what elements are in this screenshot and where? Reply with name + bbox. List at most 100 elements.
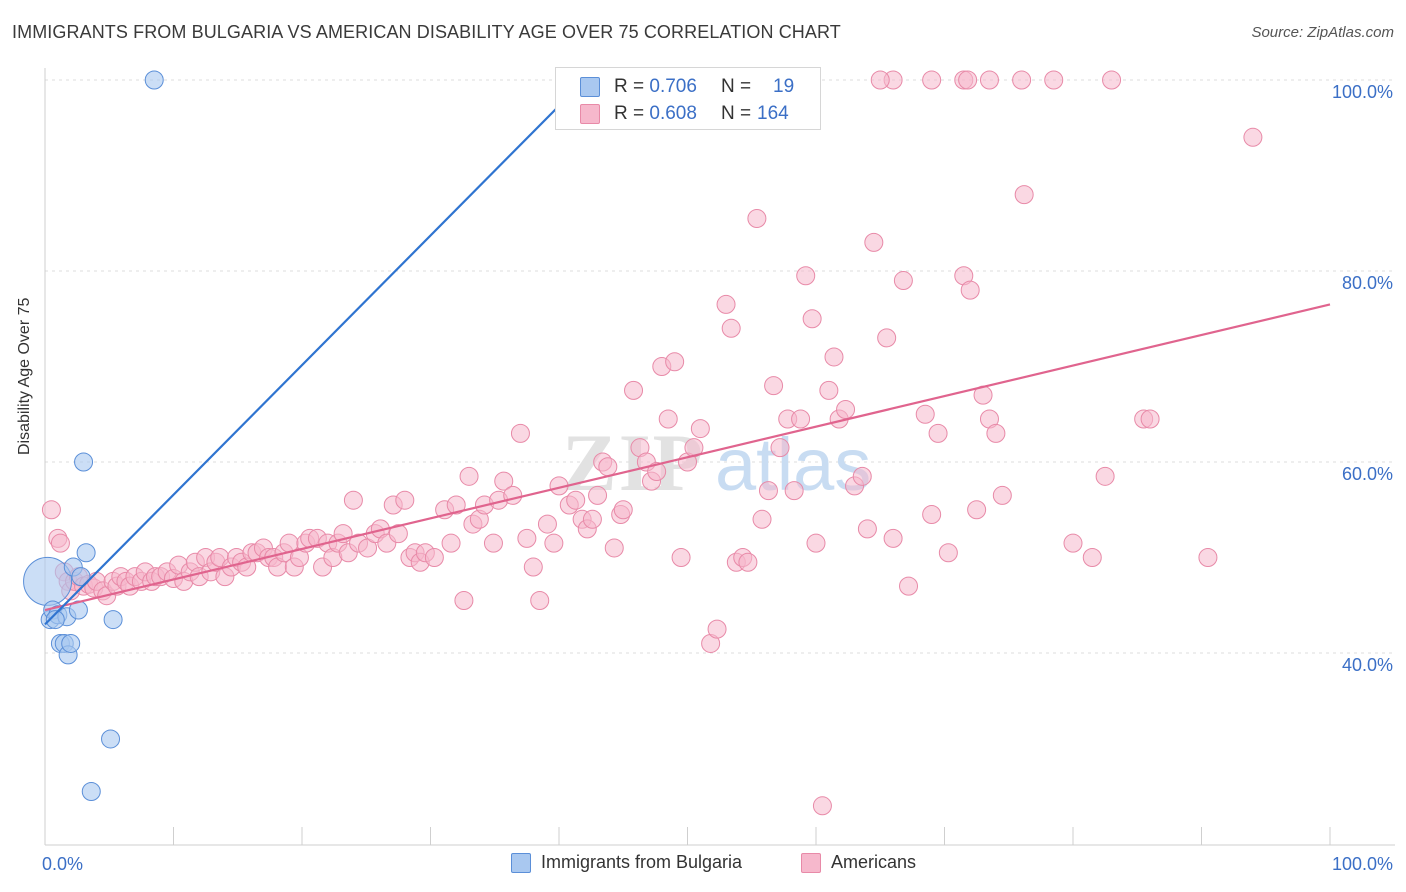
americans-point <box>992 485 1012 505</box>
americans-point <box>483 533 503 553</box>
americans-point <box>503 485 523 505</box>
americans-point <box>523 557 543 577</box>
bulgaria-point <box>81 781 101 801</box>
stats-n-value-americans: 164 <box>757 103 789 124</box>
americans-point <box>922 505 942 525</box>
americans-point <box>510 423 530 443</box>
americans-point <box>707 619 727 639</box>
stats-r-label: R = <box>614 76 645 97</box>
bulgaria-point <box>74 452 94 472</box>
americans-point <box>459 466 479 486</box>
americans-point <box>454 590 474 610</box>
americans-point <box>986 423 1006 443</box>
americans-point <box>893 271 913 291</box>
americans-point <box>1102 70 1122 90</box>
legend-label-bulgaria: Immigrants from Bulgaria <box>541 852 743 872</box>
bulgaria-point <box>144 70 164 90</box>
americans-point <box>604 538 624 558</box>
legend: Immigrants from Bulgaria Americans <box>0 852 1406 878</box>
y-tick-label: 80.0% <box>1342 273 1393 293</box>
source-label: Source: ZipAtlas.com <box>1251 24 1394 41</box>
americans-point <box>598 457 618 477</box>
americans-point <box>624 380 644 400</box>
bulgaria-point <box>101 729 121 749</box>
y-axis-label: Disability Age Over 75 <box>16 297 33 455</box>
americans-point <box>50 533 70 553</box>
stats-box: R = 0.706 N = 19 R = 0.608 N = 164 <box>555 67 821 130</box>
americans-point <box>537 514 557 534</box>
bulgaria-points <box>23 70 164 801</box>
stats-row-americans: R = 0.608 N = 164 <box>580 102 789 126</box>
legend-item-bulgaria[interactable]: Immigrants from Bulgaria <box>511 852 742 873</box>
stats-row-bulgaria: R = 0.706 N = 19 <box>580 75 794 99</box>
americans-point <box>915 404 935 424</box>
americans-point <box>938 543 958 563</box>
americans-point <box>665 352 685 372</box>
americans-point <box>494 471 514 491</box>
americans-point <box>877 328 897 348</box>
americans-point <box>857 519 877 539</box>
bulgaria-point <box>45 610 65 630</box>
americans-point <box>1063 533 1083 553</box>
americans-point <box>582 509 602 529</box>
americans-point <box>979 70 999 90</box>
americans-point <box>1198 548 1218 567</box>
americans-point <box>922 70 942 90</box>
americans-point <box>721 318 741 338</box>
americans-point <box>791 409 811 429</box>
americans-points <box>41 70 1263 816</box>
americans-point <box>958 70 978 90</box>
americans-point <box>899 576 919 596</box>
chart-title: IMMIGRANTS FROM BULGARIA VS AMERICAN DIS… <box>12 22 841 42</box>
americans-point <box>883 528 903 548</box>
americans-point <box>343 490 363 510</box>
legend-swatch-americans <box>801 852 821 873</box>
legend-swatch-bulgaria <box>511 852 531 873</box>
americans-point <box>1044 70 1064 90</box>
americans-point <box>967 500 987 520</box>
americans-point <box>852 466 872 486</box>
americans-point <box>1014 185 1034 205</box>
americans-point <box>566 490 586 510</box>
legend-label-americans: Americans <box>831 852 917 872</box>
americans-point <box>658 409 678 429</box>
stats-n-label: N = <box>720 103 752 124</box>
y-tick-label: 100.0% <box>1332 82 1393 102</box>
trendlines <box>44 79 1331 626</box>
stats-r-label: R = <box>614 103 645 124</box>
americans-point <box>784 481 804 501</box>
americans-point <box>395 490 415 510</box>
americans-point <box>544 533 564 553</box>
americans-point <box>647 462 667 482</box>
americans-point <box>752 509 772 529</box>
americans-point <box>517 528 537 548</box>
americans-point <box>690 419 710 439</box>
americans-point <box>819 380 839 400</box>
americans-point <box>1140 409 1160 429</box>
x-tick-labels: 0.0% 100.0% <box>42 854 1393 874</box>
americans-point <box>738 552 758 572</box>
americans-point <box>806 533 826 553</box>
americans-point <box>613 500 633 520</box>
americans-point <box>928 423 948 443</box>
americans-point <box>424 548 444 567</box>
stats-r-value-americans: 0.608 <box>649 103 697 124</box>
bulgaria-point <box>61 633 81 653</box>
legend-item-americans[interactable]: Americans <box>801 852 916 873</box>
stats-swatch-americans <box>580 104 600 124</box>
americans-point <box>764 376 784 396</box>
americans-point <box>1095 466 1115 486</box>
americans-point <box>530 590 550 610</box>
americans-trendline <box>44 303 1331 612</box>
americans-point <box>716 294 736 314</box>
americans-point <box>441 533 461 553</box>
americans-point <box>1243 127 1263 147</box>
axes <box>44 68 1395 846</box>
stats-r-value-bulgaria: 0.706 <box>649 76 697 97</box>
stats-n-label: N = <box>720 76 752 97</box>
bulgaria-trendline <box>44 79 586 626</box>
x-tick-label: 0.0% <box>42 854 83 874</box>
bulgaria-point <box>76 543 96 563</box>
americans-point <box>864 232 884 252</box>
